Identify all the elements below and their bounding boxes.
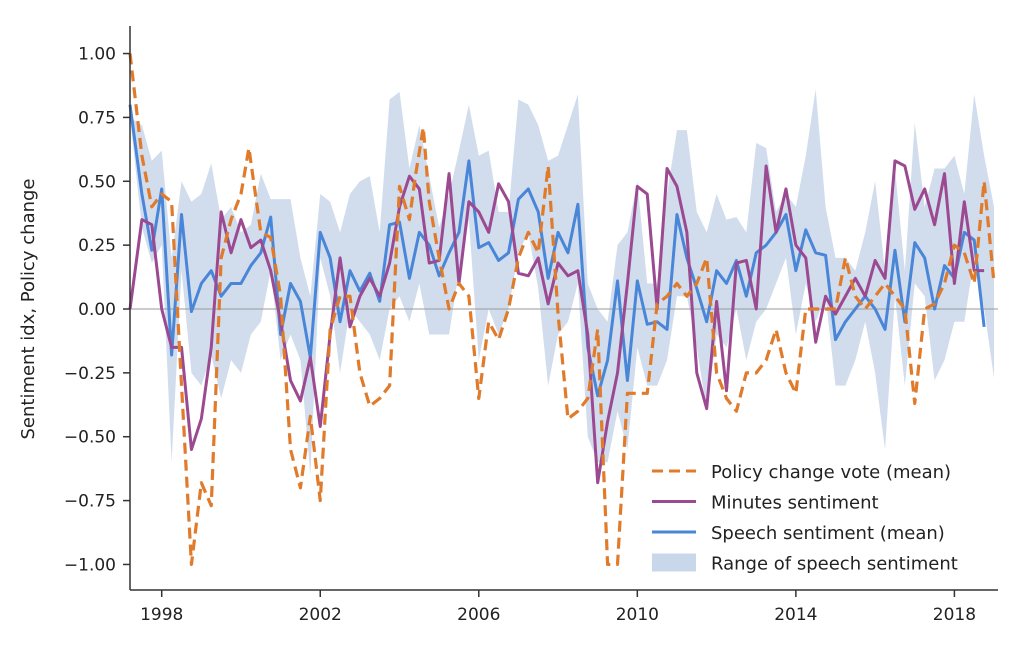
- y-axis-title: Sentiment idx, Policy change: [18, 178, 39, 439]
- legend-entry-range: Range of speech sentiment: [652, 553, 958, 575]
- x-tick-label: 2014: [774, 605, 817, 625]
- y-tick-label: −1.00: [64, 555, 116, 575]
- x-tick-label: 2002: [299, 605, 342, 625]
- y-tick-label: 1.00: [78, 45, 116, 65]
- legend-label: Speech sentiment (mean): [711, 523, 945, 544]
- policy-change-line: [128, 53, 996, 567]
- y-tick-label: −0.25: [64, 364, 116, 384]
- legend-label: Policy change vote (mean): [711, 462, 951, 483]
- speech-range-band-layer: [130, 89, 995, 476]
- legend-swatch: [652, 553, 696, 572]
- y-tick-label: 0.75: [78, 108, 116, 128]
- y-tick-label: −0.50: [64, 428, 116, 448]
- axes: [129, 26, 998, 591]
- x-tick-label: 2006: [457, 605, 500, 625]
- legend-label: Minutes sentiment: [711, 493, 879, 514]
- y-tick-label: 0.25: [78, 236, 116, 256]
- y-tick-label: −0.75: [64, 492, 116, 512]
- speech-range-band: [130, 89, 995, 476]
- x-tick-label: 2018: [933, 605, 976, 625]
- legend-entry-policy-change: Policy change vote (mean): [652, 462, 951, 483]
- y-tick-label: 0.50: [78, 172, 116, 192]
- y-tick-label: 0.00: [78, 300, 116, 320]
- legend-entry-speech: Speech sentiment (mean): [652, 523, 945, 544]
- legend: Policy change vote (mean) Minutes sentime…: [652, 462, 958, 575]
- x-tick-label: 2010: [616, 605, 659, 625]
- minutes-sentiment-line: [128, 159, 985, 485]
- series-layer: [128, 53, 996, 567]
- x-tick-label: 1998: [140, 605, 183, 625]
- ticks: 1.00 0.75 0.50 0.25 0.00 −0.25 −0.50 −0.75 −1.00…: [64, 45, 976, 625]
- legend-label: Range of speech sentiment: [711, 554, 958, 575]
- legend-entry-minutes: Minutes sentiment: [652, 493, 879, 514]
